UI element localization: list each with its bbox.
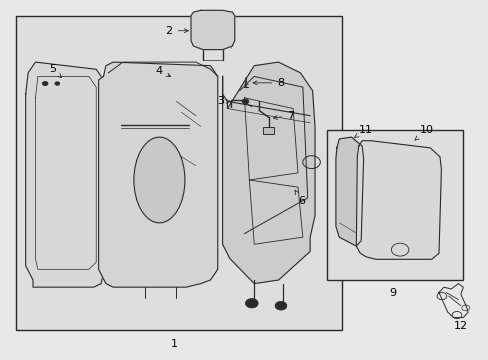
- Text: 11: 11: [353, 125, 372, 138]
- Text: 10: 10: [414, 125, 433, 140]
- Text: 7: 7: [273, 111, 294, 121]
- Circle shape: [55, 82, 60, 85]
- Polygon shape: [335, 137, 363, 246]
- Text: 2: 2: [165, 26, 188, 36]
- Text: 12: 12: [453, 321, 467, 332]
- Text: 8: 8: [253, 78, 284, 88]
- Bar: [16, 16, 341, 330]
- Polygon shape: [222, 62, 314, 284]
- Text: 4: 4: [156, 66, 170, 77]
- Text: 3: 3: [217, 96, 230, 107]
- Circle shape: [245, 298, 258, 308]
- Circle shape: [275, 301, 286, 310]
- Bar: [263, 127, 273, 134]
- Polygon shape: [99, 62, 217, 287]
- Ellipse shape: [134, 137, 184, 223]
- Polygon shape: [191, 10, 234, 50]
- Circle shape: [42, 81, 48, 86]
- Text: 6: 6: [294, 190, 305, 206]
- Bar: [326, 130, 462, 280]
- Polygon shape: [26, 62, 103, 287]
- Text: 9: 9: [388, 288, 396, 297]
- Circle shape: [242, 99, 248, 104]
- Text: 1: 1: [170, 339, 177, 349]
- Polygon shape: [356, 141, 441, 259]
- Text: 5: 5: [49, 64, 61, 77]
